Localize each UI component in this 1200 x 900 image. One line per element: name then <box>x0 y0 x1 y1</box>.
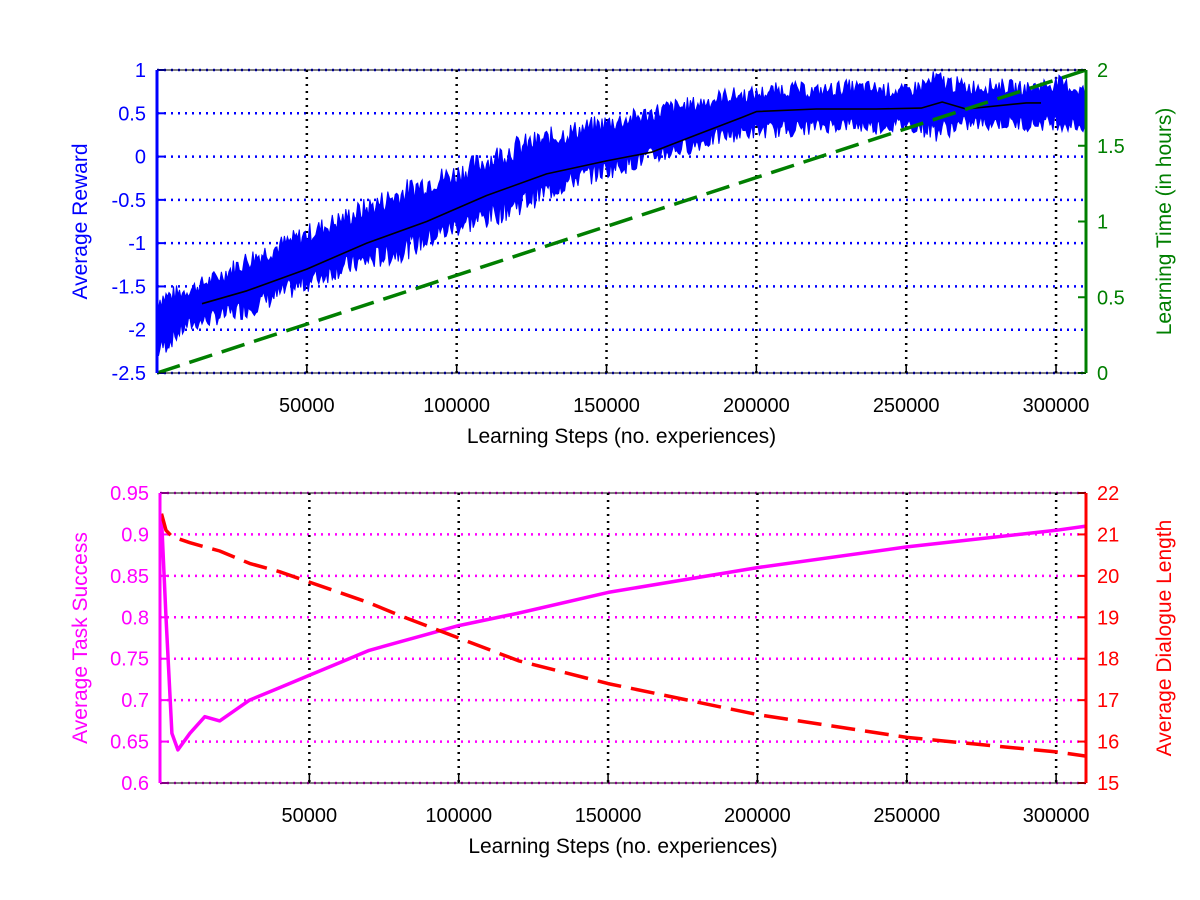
y-right-tick-label: 15 <box>1097 773 1119 795</box>
y-right-tick-label: 0.5 <box>1097 287 1125 309</box>
x-tick-label: 250000 <box>873 395 940 417</box>
y-right-tick-label: 17 <box>1097 690 1119 712</box>
y-right-tick-label: 21 <box>1097 524 1119 546</box>
x-axis-label: Learning Steps (no. experiences) <box>468 835 777 858</box>
y-left-tick-label: 0.95 <box>110 483 149 505</box>
x-tick-label: 100000 <box>425 805 492 827</box>
x-tick-label: 150000 <box>575 805 642 827</box>
series-1-line <box>159 517 1087 752</box>
y-right-tick-label: 19 <box>1097 607 1119 629</box>
y-right-tick-label: 1 <box>1097 212 1108 234</box>
y-left-tick-label: 1 <box>135 60 146 82</box>
series-3-line <box>156 68 1087 375</box>
y-left-tick-label: 0.65 <box>110 732 149 754</box>
y-right-tick-label: 1.5 <box>1097 136 1125 158</box>
x-tick-label: 100000 <box>423 395 490 417</box>
x-tick-label: 200000 <box>723 395 790 417</box>
y-left-tick-label: 0.6 <box>121 773 149 795</box>
y-left-tick-label: -2.5 <box>112 363 146 385</box>
y-left-tick-label: 0.7 <box>121 690 149 712</box>
y-left-tick-label: -2 <box>128 320 146 342</box>
y-left-axis-label: Average Reward <box>69 143 92 299</box>
series-2-line <box>201 101 1041 305</box>
y-left-tick-label: 0.5 <box>118 103 146 125</box>
y-left-axis-label: Average Task Success <box>69 532 92 744</box>
chart-panel-2: 0.95 0.9 0.85 0.8 0.75 0.7 0.65 0.6 50000 100000 1… <box>69 483 1176 858</box>
y-right-axis-label: Average Dialogue Length <box>1153 520 1176 757</box>
x-tick-label: 50000 <box>279 395 335 417</box>
y-left-tick-label: 0.9 <box>121 524 149 546</box>
y-left-tick-label: 0 <box>135 147 146 169</box>
x-tick-label: 300000 <box>1023 805 1090 827</box>
y-left-tick-label: 0.75 <box>110 649 149 671</box>
x-tick-label: 300000 <box>1023 395 1090 417</box>
y-right-tick-label: 22 <box>1097 483 1119 505</box>
y-left-tick-label: -0.5 <box>112 190 146 212</box>
y-right-axis-label: Learning Time (in hours) <box>1153 108 1176 336</box>
x-tick-label: 250000 <box>873 805 940 827</box>
y-left-tick-label: 0.85 <box>110 566 149 588</box>
y-right-tick-label: 2 <box>1097 60 1108 82</box>
y-left-tick-label: -1 <box>128 233 146 255</box>
x-tick-label: 200000 <box>724 805 791 827</box>
x-axis-label: Learning Steps (no. experiences) <box>467 425 776 448</box>
y-right-tick-label: 16 <box>1097 732 1119 754</box>
y-left-tick-label: -1.5 <box>112 276 146 298</box>
y-left-tick-label: 0.8 <box>121 607 149 629</box>
y-right-tick-label: 18 <box>1097 649 1119 671</box>
x-tick-label: 150000 <box>573 395 640 417</box>
y-right-tick-label: 20 <box>1097 566 1119 588</box>
y-right-tick-label: 0 <box>1097 363 1108 385</box>
x-tick-label: 50000 <box>282 805 338 827</box>
series-2-line <box>159 513 1087 758</box>
